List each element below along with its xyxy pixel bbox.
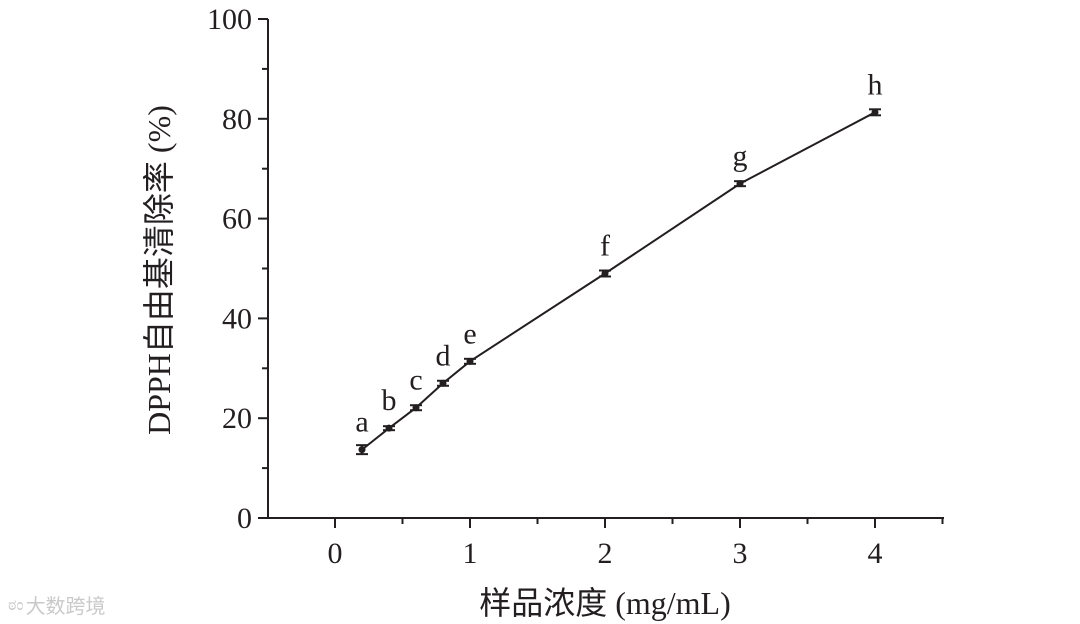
point-label: e <box>463 317 476 350</box>
point-label: d <box>436 339 451 372</box>
y-tick-label: 40 <box>222 302 252 335</box>
point-label: a <box>355 406 368 439</box>
x-tick-label: 2 <box>598 537 613 570</box>
x-tick-label: 1 <box>463 537 478 570</box>
y-tick-label: 60 <box>222 203 252 236</box>
y-tick-label: 100 <box>207 3 252 36</box>
data-point <box>601 269 609 277</box>
point-label: b <box>382 384 397 417</box>
point-label: h <box>868 68 883 101</box>
data-point <box>466 357 474 365</box>
x-tick-label: 0 <box>328 537 343 570</box>
data-point <box>412 404 420 412</box>
data-point <box>736 180 744 188</box>
y-axis-title: DPPH自由基清除率 (%) <box>141 105 177 435</box>
data-point <box>385 424 393 432</box>
data-point <box>358 446 366 454</box>
y-tick-label: 20 <box>222 402 252 435</box>
watermark-logo-icon: ಠಂ <box>8 594 24 614</box>
point-label: f <box>600 229 610 262</box>
series-polyline <box>361 111 876 451</box>
axes: 0 20 40 60 80 100 0 1 2 3 4 <box>207 3 944 570</box>
x-axis-title: 样品浓度 (mg/mL) <box>479 585 731 621</box>
point-label: g <box>733 140 748 173</box>
x-tick-label: 4 <box>868 537 883 570</box>
y-tick-label: 80 <box>222 103 252 136</box>
data-point <box>439 379 447 387</box>
watermark: ಠಂ 大数跨境 <box>8 590 106 619</box>
watermark-text: 大数跨境 <box>25 594 106 618</box>
y-tick-label: 0 <box>237 502 252 535</box>
data-point <box>871 108 879 116</box>
point-label: c <box>409 364 422 397</box>
x-tick-label: 3 <box>733 537 748 570</box>
